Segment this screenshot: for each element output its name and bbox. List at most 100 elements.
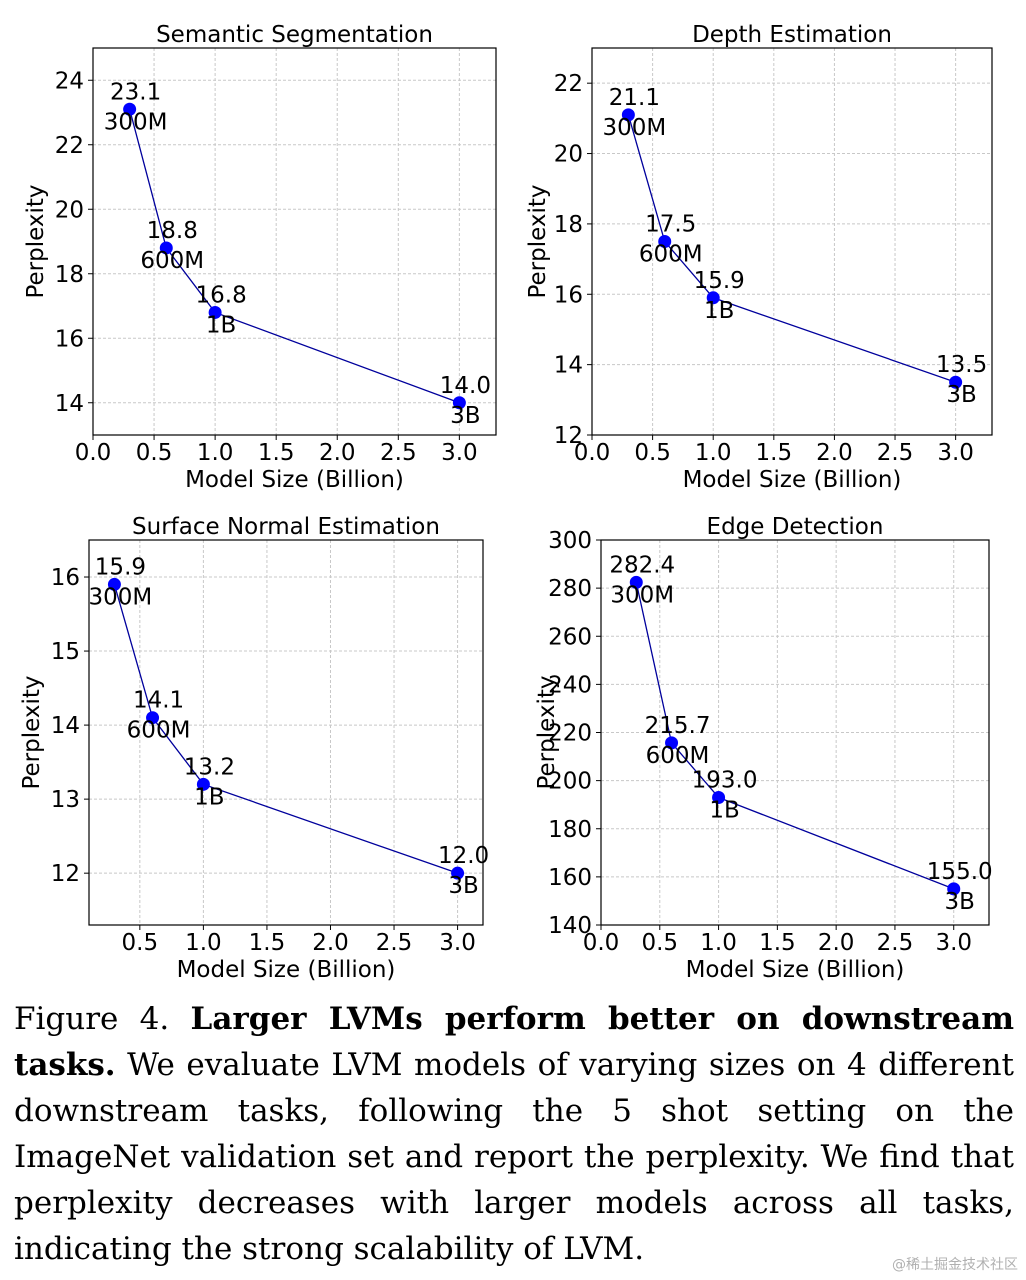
data-point [658,235,672,248]
y-tick-label: 280 [548,576,592,602]
x-tick-label: 1.5 [756,440,793,466]
x-tick-label: 3.0 [937,440,974,466]
x-axis-label: Model Size (Billion) [177,957,396,983]
y-tick-label: 140 [548,913,592,939]
x-tick-label: 1.0 [695,440,732,466]
series-line [627,114,956,383]
caption-bold-title: Larger LVMs perform better on downstream… [14,1001,1014,1083]
data-point [452,396,466,410]
chart-panel-1: 0.0 0.5 1.0 1.5 2.0 2.5 3.0 14 16 18 20 22 24 Semanti… [23,22,497,493]
model-size-label: 1B [194,784,224,810]
x-tick-label: 2.5 [877,930,914,956]
data-value-label: 13.5 [936,352,987,378]
y-tick-label: 200 [548,769,592,795]
caption-body: We evaluate LVM models of varying sizes … [14,1047,1014,1267]
data-value-label: 12.0 [438,843,489,869]
data-value-label: 193.0 [692,767,758,793]
x-tick-label: 2.0 [319,440,356,466]
chart-panel-4: 0.0 0.5 1.0 1.5 2.0 2.5 3.0 140 160 180 200 220 240 2… [534,514,993,983]
model-size-label: 600M [140,248,204,274]
chart-title: Surface Normal Estimation [132,514,440,540]
model-size-label: 3B [945,889,975,915]
x-tick-label: 1.5 [249,930,286,956]
x-tick-label: 2.5 [376,930,413,956]
data-value-label: 14.1 [133,688,184,714]
model-size-label: 300M [610,582,674,608]
y-tick-label: 18 [55,262,84,288]
x-tick-label: 3.0 [439,930,476,956]
series-line [129,109,460,404]
x-tick-label: 3.0 [935,930,972,956]
plot-frame [88,539,484,926]
y-tick-label: 300 [548,528,592,554]
y-tick-label: 220 [548,721,592,747]
x-tick-label: 1.0 [700,930,737,956]
x-tick-label: 1.0 [197,440,234,466]
y-tick-label: 260 [548,624,592,650]
y-tick-label: 16 [51,565,80,591]
data-point [706,291,720,305]
y-axis-label: Perplexity [23,184,49,298]
x-axis-label: Model Size (Billion) [683,467,902,493]
y-tick-label: 15 [51,639,80,665]
y-axis-label: Perplexity [19,675,45,789]
y-tick-label: 16 [554,282,583,308]
y-tick-label: 12 [51,861,80,887]
model-size-label: 600M [639,242,703,268]
data-value-label: 155.0 [927,859,993,885]
x-tick-label: 2.5 [380,440,417,466]
y-tick-label: 13 [51,787,80,813]
data-point [712,790,726,804]
data-point [196,777,210,791]
y-tick-label: 160 [548,865,592,891]
y-tick-label: 20 [554,142,583,168]
data-value-label: 18.8 [147,218,198,244]
data-value-label: 21.1 [609,85,660,111]
y-tick-label: 22 [554,71,583,97]
figure-charts: 0.0 0.5 1.0 1.5 2.0 2.5 3.0 14 16 18 20 22 24 Semanti… [19,22,993,983]
x-axis-label: Model Size (Billion) [686,957,905,983]
data-value-label: 15.9 [694,268,745,294]
data-point [665,736,679,750]
plot-frame [591,47,993,436]
model-size-label: 3B [448,873,478,899]
model-size-label: 3B [450,403,480,429]
data-point [159,241,173,255]
x-tick-label: 1.0 [185,930,222,956]
y-tick-label: 12 [554,423,583,449]
chart-title: Edge Detection [707,514,884,540]
data-value-label: 14.0 [440,373,491,399]
model-size-label: 300M [104,109,168,135]
data-point [146,711,160,725]
data-value-label: 17.5 [645,212,696,238]
y-tick-label: 14 [554,353,583,379]
data-value-label: 16.8 [196,282,247,308]
x-tick-label: 0.5 [136,440,173,466]
data-point [107,577,121,591]
data-value-label: 23.1 [110,79,161,105]
chart-panel-2: 0.0 0.5 1.0 1.5 2.0 2.5 3.0 12 14 16 18 20 22 Depth E… [525,22,993,493]
y-tick-label: 16 [55,326,84,352]
data-value-label: 13.2 [184,754,235,780]
data-point [208,305,222,319]
y-tick-label: 240 [548,672,592,698]
x-tick-label: 0.0 [583,930,620,956]
chart-title: Semantic Segmentation [156,22,433,48]
y-tick-label: 180 [548,817,592,843]
y-tick-label: 20 [55,197,84,223]
x-tick-label: 1.5 [258,440,295,466]
y-axis-label: Perplexity [525,184,551,298]
data-point [947,882,961,896]
x-tick-label: 2.0 [818,930,855,956]
figure-caption: Figure 4. Larger LVMs perform better on … [14,996,1014,1272]
x-tick-label: 0.0 [75,440,112,466]
model-size-label: 1B [704,298,734,324]
data-point [451,866,465,880]
data-value-label: 15.9 [95,554,146,580]
y-axis-label: Perplexity [534,675,560,789]
y-tick-label: 14 [51,713,80,739]
data-value-label: 215.7 [645,713,711,739]
chart-title: Depth Estimation [692,22,892,48]
model-size-label: 300M [602,115,666,141]
y-tick-label: 14 [55,391,84,417]
